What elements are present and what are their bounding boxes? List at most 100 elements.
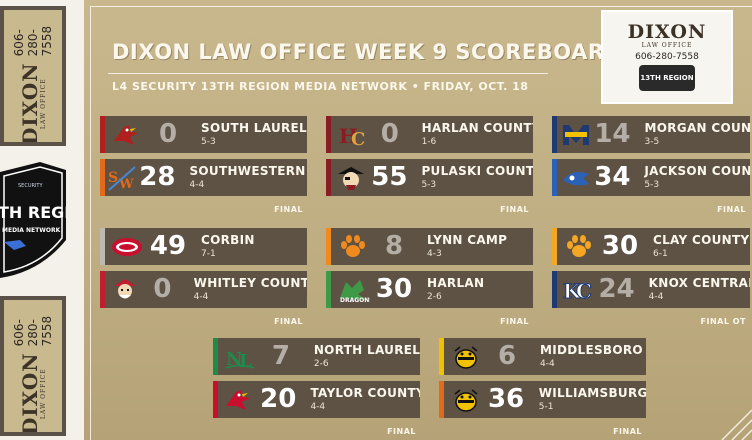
paw-icon	[557, 228, 601, 265]
team-row: 6 MIDDLESBORO 4-4	[439, 338, 646, 375]
team-record: 5-3	[644, 180, 660, 190]
logo-sponsor-name: DIXON	[627, 21, 707, 43]
paw-icon	[331, 228, 375, 265]
team-record: 4-4	[193, 292, 209, 302]
team-record: 7-1	[201, 249, 216, 259]
side-sponsor-ad-top: DIXON LAW OFFICE 606-280-7558	[0, 6, 66, 146]
svg-text:N: N	[226, 349, 242, 370]
sponsor-phone: 606-280-7558	[12, 315, 54, 347]
team-row: DRAGONS 30 HARLAN 2-6	[326, 271, 533, 308]
team-record: 5-1	[538, 402, 554, 412]
cardinal-icon	[105, 116, 149, 153]
team-record: 4-3	[427, 249, 442, 259]
team-info: SOUTH LAUREL 5-3	[201, 121, 307, 148]
team-info: NORTH LAUREL 2-6	[314, 343, 420, 370]
game-card[interactable]: 14 MORGAN COUNTY 3-5 34 JACKSON COUNTY 5-3 FIN…	[552, 116, 750, 214]
team-score: 30	[601, 231, 639, 261]
region-network-shield-icon: SECURITY TH REGION MEDIA NETWORK	[0, 162, 66, 278]
svg-text:DRAGONS: DRAGONS	[340, 297, 370, 304]
team-score: 0	[380, 119, 399, 149]
svg-text:K: K	[563, 279, 581, 303]
svg-text:S: S	[108, 170, 118, 186]
team-info: MIDDLESBORO 4-4	[540, 343, 643, 370]
left-sponsor-strip: DIXON LAW OFFICE 606-280-7558 SECURITY T…	[0, 0, 84, 440]
team-record: 4-4	[189, 180, 205, 190]
team-name: MIDDLESBORO	[540, 343, 643, 357]
team-name: WILLIAMSBURG	[538, 386, 646, 400]
team-score: 49	[149, 231, 187, 261]
team-row: 0 WHITLEY COUNTY 4-4	[100, 271, 307, 308]
team-record: 4-4	[310, 402, 326, 412]
team-score: 28	[139, 162, 176, 192]
team-name: NORTH LAUREL	[313, 343, 420, 357]
team-row: 8 LYNN CAMP 4-3	[326, 228, 533, 265]
team-row: 55 PULASKI COUNTY 5-3	[326, 159, 533, 196]
team-row: 49 CORBIN 7-1	[100, 228, 307, 265]
team-row: K C 24 KNOX CENTRAL 4-4	[552, 271, 750, 308]
team-name: HARLAN COUNTY	[421, 121, 533, 135]
sponsor-name: DIXON	[17, 62, 42, 145]
team-record: 6-1	[653, 249, 668, 259]
team-name: JACKSON COUNTY	[644, 164, 750, 178]
pirate-icon	[331, 159, 371, 196]
game-card[interactable]: 8 LYNN CAMP 4-3 DRAGONS 30 HARLAN 2-6 FINAL	[326, 228, 533, 326]
game-card[interactable]: H C 0 HARLAN COUNTY 1-6 55 PULASKI COUNTY 5-3 FI…	[326, 116, 533, 214]
game-card[interactable]: 30 CLAY COUNTY 6-1 K C 24 KNOX CENTRAL 4-4 FINAL…	[552, 228, 750, 326]
team-info: SOUTHWESTERN (KY) 4-4	[189, 164, 307, 191]
team-info: TAYLOR COUNTY 4-4	[310, 386, 420, 413]
logo-sponsor-sub: LAW OFFICE	[641, 42, 693, 49]
logo-sponsor-phone: 606-280-7558	[635, 52, 699, 62]
team-info: PULASKI COUNTY 5-3	[421, 164, 533, 191]
team-score: 0	[153, 274, 172, 304]
game-card[interactable]: 49 CORBIN 7-1 0 WHITLEY COUNTY 4-4 FINAL	[100, 228, 307, 326]
team-score: 36	[487, 384, 525, 414]
team-name: SOUTHWESTERN (KY)	[189, 164, 307, 178]
game-card[interactable]: 6 MIDDLESBORO 4-4 36 WILLIAMSBURG 5-1 FINAL	[439, 338, 646, 436]
shield-region: TH REGION	[0, 203, 66, 222]
redhound-icon	[105, 228, 149, 265]
team-row: 30 CLAY COUNTY 6-1	[552, 228, 750, 265]
game-status: FINAL	[500, 317, 529, 326]
team-info: HARLAN COUNTY 1-6	[422, 121, 533, 148]
sponsor-logo-box: DIXON LAW OFFICE 606-280-7558 13TH REGIO…	[601, 10, 733, 104]
scoreboard-subtitle: L4 SECURITY 13TH REGION MEDIA NETWORK • …	[112, 80, 529, 93]
team-info: LYNN CAMP 4-3	[427, 233, 507, 260]
team-record: 2-6	[313, 359, 329, 369]
team-info: WILLIAMSBURG 5-1	[539, 386, 646, 413]
game-status: FINAL	[717, 205, 746, 214]
cardinal-icon	[218, 381, 260, 418]
team-name: SOUTH LAUREL	[201, 121, 307, 135]
game-status: FINAL	[613, 427, 642, 436]
game-status: FINAL OT	[700, 317, 746, 326]
game-status: FINAL	[387, 427, 416, 436]
team-name: HARLAN	[427, 276, 485, 290]
game-card[interactable]: N L 7 NORTH LAUREL 2-6 20 TAYLOR COUNTY 4-4 FINA…	[213, 338, 420, 436]
team-score: 7	[271, 341, 290, 371]
team-score: 20	[260, 384, 297, 414]
team-row: H C 0 HARLAN COUNTY 1-6	[326, 116, 533, 153]
team-score: 34	[594, 162, 631, 192]
team-record: 1-6	[421, 137, 437, 147]
yellow-jacket-icon	[444, 381, 487, 418]
team-record: 4-4	[648, 292, 664, 302]
svg-text:L: L	[239, 351, 252, 371]
team-info: CLAY COUNTY 6-1	[653, 233, 749, 260]
team-row: 20 TAYLOR COUNTY 4-4	[213, 381, 420, 418]
team-info: JACKSON COUNTY 5-3	[644, 164, 750, 191]
scoreboard-title: DIXON LAW OFFICE WEEK 9 SCOREBOARD	[112, 40, 623, 64]
team-row: 34 JACKSON COUNTY 5-3	[552, 159, 750, 196]
side-sponsor-ad-bottom: DIXON LAW OFFICE 606-280-7558	[0, 296, 66, 436]
team-name: MORGAN COUNTY	[644, 121, 750, 135]
sponsor-name: DIXON	[17, 352, 42, 435]
team-score: 30	[375, 274, 413, 304]
team-row: N L 7 NORTH LAUREL 2-6	[213, 338, 420, 375]
yellow-jacket-icon	[444, 338, 488, 375]
team-score: 8	[384, 231, 404, 261]
svg-text:C: C	[576, 279, 592, 303]
colonel-icon	[105, 271, 145, 308]
team-record: 5-3	[421, 180, 437, 190]
